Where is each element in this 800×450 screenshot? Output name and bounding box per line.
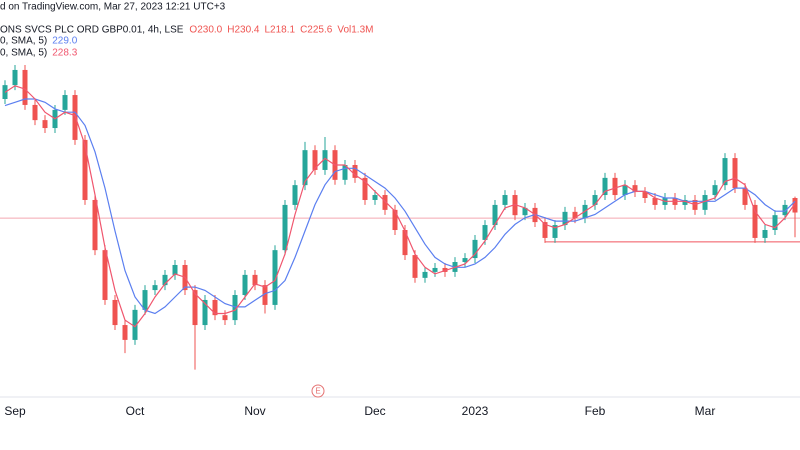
candle-body — [282, 204, 288, 251]
candle-body — [32, 104, 38, 121]
ohlc-label: H230.4 — [227, 25, 260, 36]
candle-body — [422, 271, 428, 278]
candle-body — [212, 299, 218, 316]
candle-body — [322, 150, 328, 170]
candle-body — [102, 250, 108, 300]
candle-body — [752, 204, 758, 238]
candle-body — [552, 225, 558, 238]
candle-body — [632, 185, 638, 193]
candle-body — [762, 230, 768, 238]
candle-body — [12, 69, 18, 86]
candle-body — [392, 209, 398, 231]
candle-body — [372, 195, 378, 200]
candle-body — [302, 150, 308, 186]
x-tick-label: Dec — [364, 404, 385, 418]
volume-label: Vol1.3M — [337, 25, 373, 36]
ohlc-label: C225.6 — [300, 25, 333, 36]
candle-body — [572, 211, 578, 219]
header-symbol: ONS SVCS PLC ORD GBP0.01, 4h, LSE — [0, 25, 184, 36]
candle-body — [172, 264, 178, 275]
candle-body — [492, 204, 498, 226]
candle-body — [92, 199, 98, 251]
candle-body — [792, 198, 798, 213]
x-tick-label: Sep — [4, 404, 26, 418]
indicator-name: 0, SMA, 5) — [0, 36, 47, 47]
candle-body — [312, 150, 318, 170]
candle-body — [252, 274, 258, 286]
candle-body — [642, 192, 648, 198]
ohlc-label: L218.1 — [264, 25, 295, 36]
candle-body — [402, 230, 408, 256]
candle-body — [42, 120, 48, 129]
moving-average-line — [4, 98, 796, 315]
candle-body — [772, 215, 778, 231]
candle-body — [502, 195, 508, 205]
event-marker — [311, 384, 325, 398]
candle-body — [722, 158, 728, 186]
candle-body — [432, 267, 438, 272]
candle-body — [262, 285, 268, 305]
candle-body — [622, 185, 628, 196]
ohlc-label: O230.0 — [189, 25, 222, 36]
indicator-name: 0, SMA, 5) — [0, 48, 47, 59]
candle-body — [462, 258, 468, 263]
candle-body — [272, 250, 278, 305]
event-marker-label: E — [315, 387, 320, 396]
candle-body — [292, 185, 298, 205]
candle-body — [592, 195, 598, 205]
candle-body — [602, 177, 608, 196]
candle-body — [412, 255, 418, 278]
candle-body — [522, 207, 528, 216]
candle-body — [192, 290, 198, 326]
x-tick-label: Nov — [244, 404, 265, 418]
candle-body — [542, 222, 548, 238]
candle-body — [142, 290, 148, 310]
x-tick-label: Oct — [126, 404, 145, 418]
plot-area — [0, 65, 800, 370]
candle-body — [382, 195, 388, 210]
candle-body — [342, 165, 348, 180]
candle-body — [482, 225, 488, 240]
candle-body — [132, 309, 138, 340]
candle-body — [112, 299, 118, 326]
header-source: d on TradingView.com, Mar 27, 2023 12:21… — [0, 2, 226, 13]
candle-body — [682, 199, 688, 205]
x-tick-label: 2023 — [462, 404, 489, 418]
candle-body — [442, 267, 448, 272]
candle-body — [612, 177, 618, 196]
indicator-value: 228.3 — [52, 48, 77, 59]
candle-body — [22, 69, 28, 105]
x-tick-label: Mar — [695, 404, 716, 418]
candle-body — [712, 185, 718, 196]
candle-body — [122, 325, 128, 340]
candle-body — [562, 211, 568, 226]
candle-body — [742, 188, 748, 205]
candle-body — [702, 195, 708, 210]
candle-body — [362, 177, 368, 200]
candle-body — [232, 295, 238, 321]
candle-body — [152, 285, 158, 291]
candle-body — [472, 239, 478, 259]
candle-body — [202, 299, 208, 326]
candle-body — [72, 95, 78, 140]
candle-body — [732, 158, 738, 189]
candle-body — [352, 165, 358, 178]
moving-average-line — [4, 85, 796, 328]
indicator-value: 229.0 — [52, 36, 77, 47]
x-tick-label: Feb — [585, 404, 606, 418]
candle-body — [782, 204, 788, 216]
candle-body — [242, 274, 248, 296]
candle-body — [82, 139, 88, 200]
candle-body — [652, 198, 658, 205]
candle-body — [162, 274, 168, 286]
candle-body — [62, 95, 68, 110]
candle-body — [222, 315, 228, 321]
